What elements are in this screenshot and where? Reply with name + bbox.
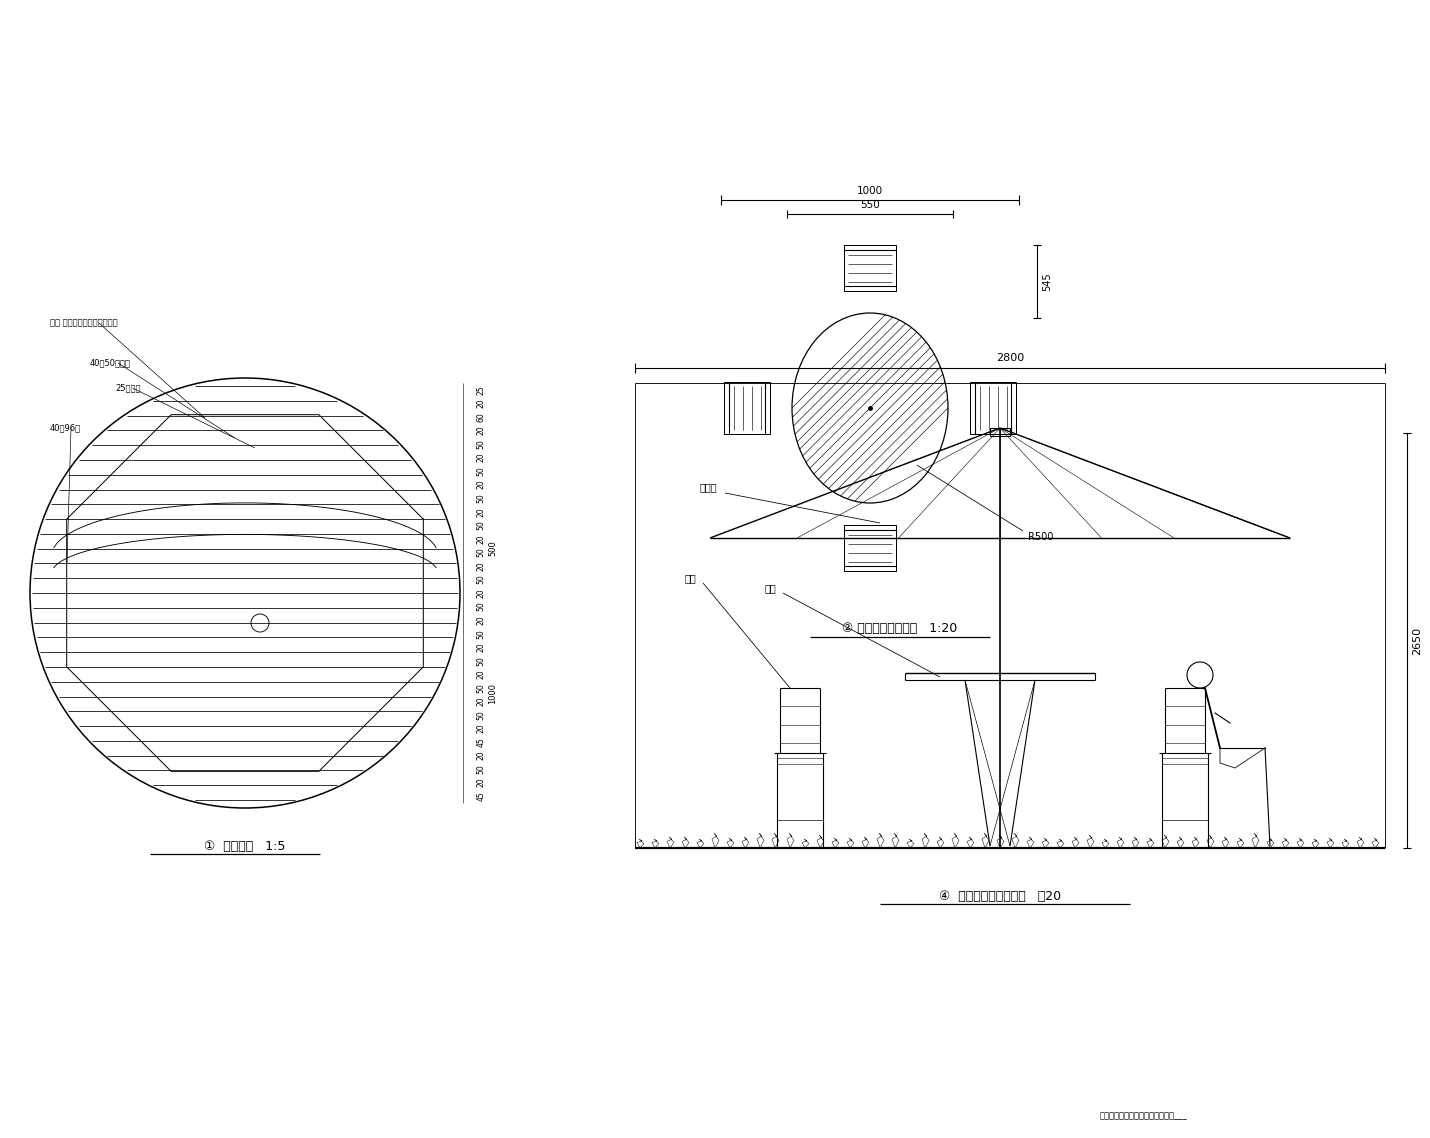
Text: 25宽拼拼: 25宽拼拼 xyxy=(114,384,140,393)
Text: 50: 50 xyxy=(476,629,486,638)
Text: 25: 25 xyxy=(476,385,486,395)
Text: 45: 45 xyxy=(476,737,486,747)
Bar xyxy=(970,382,1015,434)
Text: 2800: 2800 xyxy=(995,353,1024,363)
Text: 40厕50宽装木: 40厕50宽装木 xyxy=(90,358,132,368)
Text: 45: 45 xyxy=(476,791,486,801)
Text: 50: 50 xyxy=(476,575,486,584)
Text: 50: 50 xyxy=(476,765,486,774)
Text: 545: 545 xyxy=(1042,272,1052,291)
Text: 20: 20 xyxy=(476,588,486,597)
Text: 木桐: 木桐 xyxy=(765,583,776,593)
Text: 50: 50 xyxy=(476,710,486,720)
Text: 木椅: 木椅 xyxy=(685,574,696,583)
Text: 20: 20 xyxy=(476,426,486,435)
Text: 1000: 1000 xyxy=(489,683,498,703)
Text: 20: 20 xyxy=(476,724,486,733)
Text: ② 内析桦组平面示意   1:20: ② 内析桦组平面示意 1:20 xyxy=(842,622,958,635)
Text: 50: 50 xyxy=(476,493,486,503)
Bar xyxy=(724,382,769,434)
Text: 50: 50 xyxy=(476,439,486,448)
Text: 60: 60 xyxy=(476,412,486,422)
Text: 20: 20 xyxy=(476,778,486,787)
Text: 50: 50 xyxy=(476,655,486,666)
Bar xyxy=(844,245,897,291)
Text: 40厕96木: 40厕96木 xyxy=(50,423,82,432)
Text: 500: 500 xyxy=(489,541,498,555)
Text: 20: 20 xyxy=(476,751,486,760)
Text: R500: R500 xyxy=(1028,531,1054,542)
Text: 50: 50 xyxy=(476,683,486,693)
Text: 50: 50 xyxy=(476,467,486,476)
Text: 注：图示尺寸请参考尺寸，以厂家___: 注：图示尺寸请参考尺寸，以厂家___ xyxy=(1100,1112,1188,1121)
Text: 20: 20 xyxy=(476,534,486,544)
Text: 20: 20 xyxy=(476,453,486,462)
Text: 50: 50 xyxy=(476,602,486,611)
Text: 20: 20 xyxy=(476,669,486,679)
Text: 50: 50 xyxy=(476,520,486,530)
Text: 1000: 1000 xyxy=(857,185,884,196)
Text: 550: 550 xyxy=(859,200,879,211)
Text: 孔洞 （大小阅阳伞伞拆尺局）: 孔洞 （大小阅阳伞伞拆尺局） xyxy=(50,319,117,328)
Text: 20: 20 xyxy=(476,561,486,571)
Text: 50: 50 xyxy=(476,547,486,558)
Text: 20: 20 xyxy=(476,642,486,652)
Text: 20: 20 xyxy=(476,480,486,489)
Text: 20: 20 xyxy=(476,506,486,517)
Text: 20: 20 xyxy=(476,696,486,707)
Text: 20: 20 xyxy=(476,398,486,409)
Text: ④  木桂椅组合立面示意   ：20: ④ 木桂椅组合立面示意 ：20 xyxy=(940,890,1061,902)
Text: 2650: 2650 xyxy=(1411,627,1421,655)
Text: 20: 20 xyxy=(476,616,486,625)
Text: 遗阳伞: 遗阳伞 xyxy=(701,483,718,492)
Text: ①  木桌平面   1:5: ① 木桌平面 1:5 xyxy=(204,840,286,852)
Bar xyxy=(844,525,897,571)
